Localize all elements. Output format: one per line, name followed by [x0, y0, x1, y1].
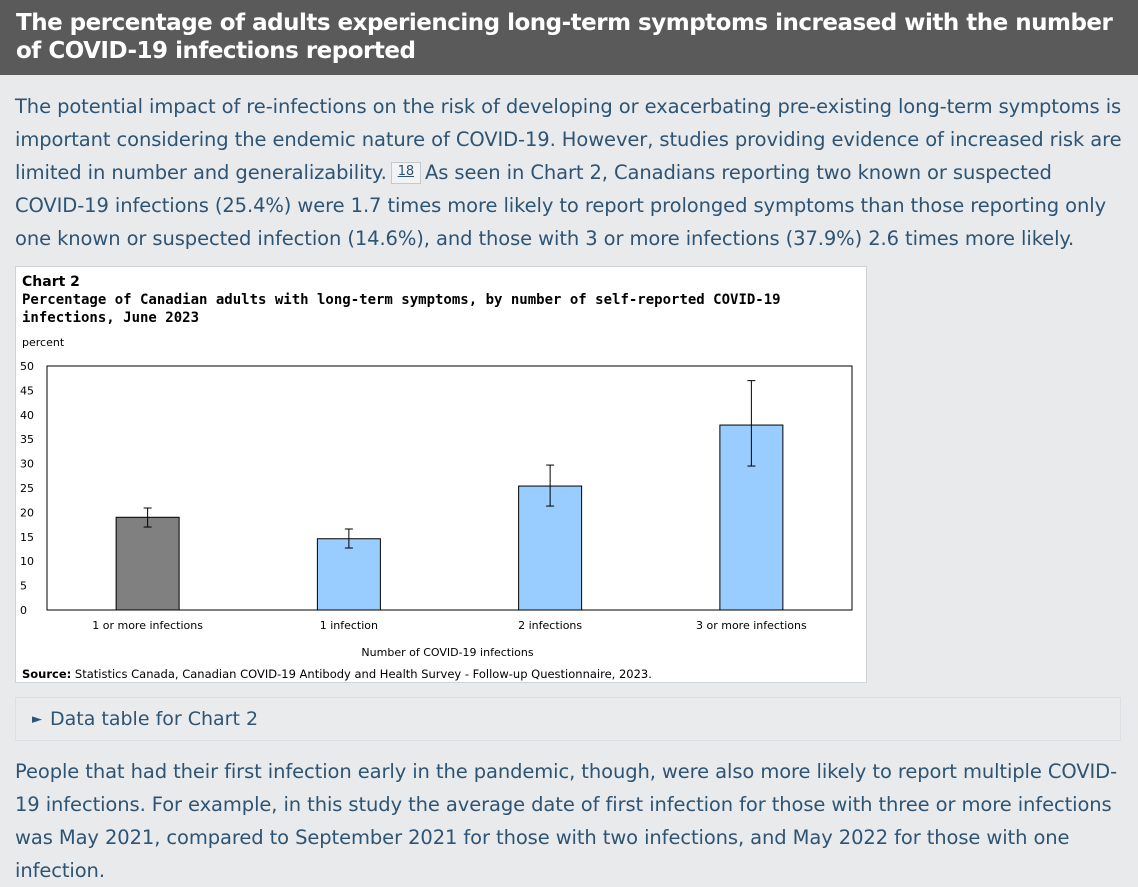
- y-tick-label: 5: [20, 580, 27, 593]
- x-tick-label: 1 infection: [320, 619, 378, 632]
- footnote-link[interactable]: 18: [390, 162, 422, 184]
- x-axis-label: Number of COVID-19 infections: [361, 646, 533, 659]
- intro-text-after: As seen in Chart 2, Canadians reporting …: [15, 161, 1107, 250]
- y-tick-label: 20: [20, 506, 34, 519]
- y-tick-label: 30: [20, 458, 34, 471]
- y-tick-label: 0: [20, 604, 27, 617]
- y-tick-label: 35: [20, 433, 34, 446]
- y-tick-label: 40: [20, 409, 34, 422]
- y-tick-label: 25: [20, 482, 34, 495]
- expand-triangle-icon: ►: [32, 712, 42, 727]
- chart-figure: Chart 2 Percentage of Canadian adults wi…: [15, 266, 867, 683]
- x-tick-label: 3 or more infections: [696, 619, 807, 632]
- y-tick-label: 10: [20, 555, 34, 568]
- plot-frame: [46, 365, 853, 611]
- source-label: Source:: [22, 667, 72, 681]
- intro-paragraph: The potential impact of re-infections on…: [15, 90, 1125, 255]
- chart-label: Chart 2: [22, 274, 80, 290]
- source-text: Statistics Canada, Canadian COVID-19 Ant…: [74, 667, 652, 681]
- bar-chart: percent 0 5 10 15 20 25 30 35 40 45 50 1 or more inf…: [20, 336, 853, 659]
- page-header: The percentage of adults experiencing lo…: [0, 0, 1138, 75]
- chart-title: Percentage of Canadian adults with long-…: [22, 292, 781, 326]
- data-table-label: Data table for Chart 2: [50, 708, 259, 730]
- y-tick-label: 45: [20, 384, 34, 397]
- bar: [316, 538, 381, 611]
- y-tick-label: 50: [20, 360, 34, 373]
- x-tick-label: 1 or more infections: [92, 619, 203, 632]
- intro-text-before: The potential impact of re-infections on…: [15, 95, 1122, 184]
- page-title: The percentage of adults experiencing lo…: [16, 10, 1113, 64]
- outro-paragraph: People that had their first infection ea…: [15, 760, 1118, 882]
- bar: [115, 516, 180, 611]
- x-tick-label: 2 infections: [518, 619, 582, 632]
- chart-source: Source: Statistics Canada, Canadian COVI…: [22, 667, 652, 681]
- data-table-toggle[interactable]: ► Data table for Chart 2: [15, 697, 1121, 741]
- y-axis-label: percent: [22, 336, 65, 349]
- y-tick-label: 15: [20, 531, 34, 544]
